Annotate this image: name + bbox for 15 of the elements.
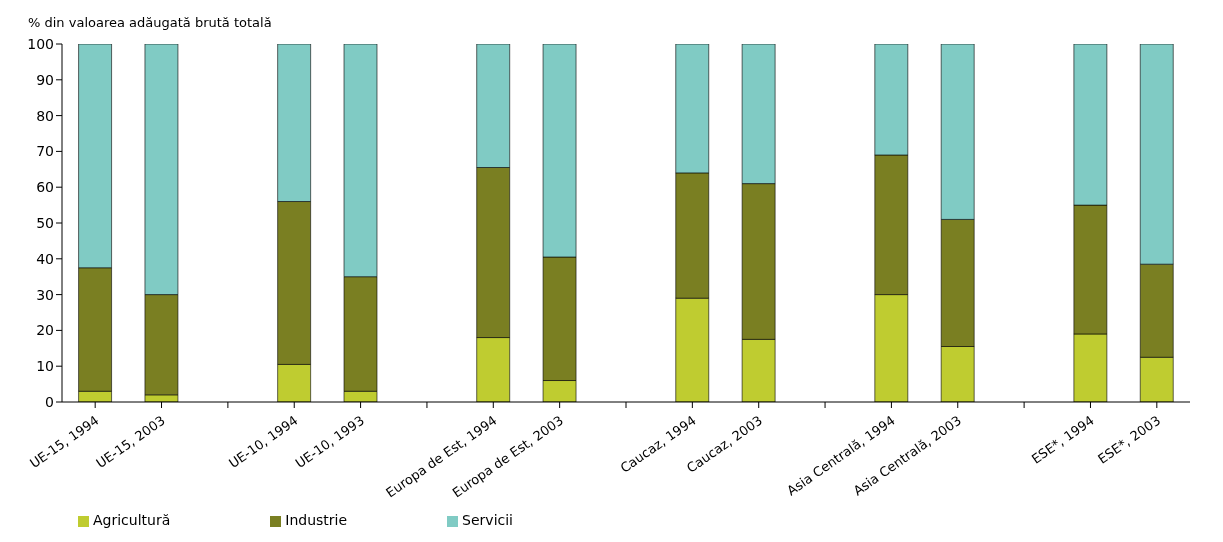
- y-tick-label: 10: [36, 358, 54, 375]
- y-tick-label: 50: [36, 214, 54, 231]
- y-tick-label: 60: [36, 179, 54, 196]
- y-tick-label: 20: [36, 322, 54, 339]
- y-tick-label: 0: [45, 393, 54, 410]
- y-tick-label: 90: [36, 71, 54, 88]
- y-tick-label: 100: [27, 35, 54, 52]
- legend-label: Industrie: [285, 512, 348, 528]
- y-axis-title: % din valoarea adăugată brută totală: [28, 15, 272, 30]
- y-tick-label: 80: [36, 107, 54, 124]
- y-tick-label: 40: [36, 250, 54, 267]
- y-tick-label: 30: [36, 286, 54, 303]
- legend-label: Servicii: [462, 512, 514, 528]
- y-tick-label: 70: [36, 143, 54, 160]
- legend-label: Agricultură: [93, 512, 171, 528]
